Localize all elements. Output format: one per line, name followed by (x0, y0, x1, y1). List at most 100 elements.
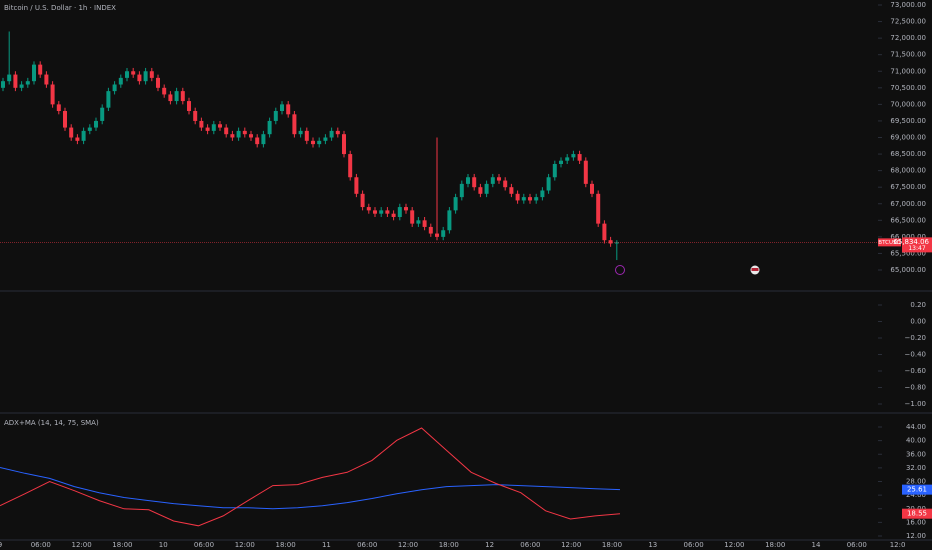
y-tick-label: 0.00 (910, 318, 926, 326)
price-box (902, 237, 932, 253)
candle-body (484, 183, 489, 194)
y-tick-label: 72,500.00 (890, 18, 926, 26)
candle-body (397, 207, 402, 217)
candle-body (267, 120, 272, 135)
x-tick-label: 11 (322, 541, 331, 549)
candle-body (25, 81, 30, 85)
candle-body (335, 130, 340, 135)
symbol-box (878, 238, 901, 247)
y-tick-label: 73,000.00 (890, 1, 926, 9)
candle-body (317, 140, 322, 145)
candle-body (534, 197, 539, 201)
x-tick-label: 06:00 (684, 541, 704, 549)
candle-body (261, 134, 266, 145)
y-tick-label: 24.00 (906, 491, 926, 499)
x-tick-label: 12:00 (724, 541, 744, 549)
value-label: 25.61 (907, 486, 927, 494)
y-tick-label: 69,000.00 (890, 134, 926, 142)
candle-body (143, 71, 148, 82)
candle-body (1, 81, 5, 88)
y-tick-label: 66,000.00 (890, 233, 926, 241)
y-tick-label: 65,500.00 (890, 249, 926, 257)
candle-body (211, 124, 216, 131)
candle-body (497, 177, 501, 181)
candle-body (255, 137, 260, 145)
candle-body (94, 120, 98, 128)
candle-body (13, 74, 18, 88)
y-tick-label: 12.00 (906, 532, 926, 540)
candle-body (137, 74, 142, 82)
y-tick-label: −0.60 (905, 367, 926, 375)
candle-body (348, 154, 353, 178)
y-tick-label: 71,500.00 (890, 51, 926, 59)
y-tick-label: 36.00 (906, 450, 926, 458)
y-tick-label: 40.00 (906, 437, 926, 445)
candle-body (193, 111, 198, 121)
candle-body (118, 77, 123, 85)
candle-body (32, 64, 36, 82)
candle-body (416, 220, 421, 224)
candle-body (478, 187, 483, 194)
candle-body (521, 197, 526, 201)
candle-body (385, 210, 390, 214)
candle-body (453, 197, 458, 211)
candle-body (242, 130, 247, 135)
y-tick-label: 72,000.00 (890, 34, 926, 42)
value-box (902, 484, 932, 495)
candle-body (174, 91, 179, 102)
candle-body (75, 137, 80, 141)
countdown-label: 13:47 (908, 245, 925, 252)
candle-body (19, 84, 24, 88)
candle-body (230, 134, 235, 138)
candle-body (379, 210, 384, 214)
candle-body (63, 111, 67, 128)
candle-body (236, 130, 241, 138)
y-tick-label: 65,000.00 (890, 266, 926, 274)
candle-body (447, 210, 452, 231)
y-tick-label: 68,500.00 (890, 150, 926, 158)
candle-body (441, 230, 446, 237)
candle-body (435, 233, 439, 237)
candle-body (224, 127, 229, 135)
candle-body (590, 183, 594, 194)
candle-body (87, 127, 92, 131)
x-tick-label: 12:00 (398, 541, 418, 549)
y-tick-label: −0.20 (905, 334, 926, 342)
x-tick-label: 06:00 (194, 541, 214, 549)
x-tick-label: 18:00 (765, 541, 785, 549)
candle-body (218, 124, 222, 128)
candle-body (404, 207, 408, 211)
x-tick-label: 18:00 (112, 541, 132, 549)
y-tick-label: −0.40 (905, 351, 926, 359)
candle-body (100, 107, 105, 121)
candle-body (602, 223, 607, 241)
x-tick-label: 9 (0, 541, 2, 549)
y-tick-label: 71,000.00 (890, 67, 926, 75)
x-tick-label: 14 (812, 541, 821, 549)
candle-body (112, 84, 117, 92)
candle-body (156, 77, 160, 88)
candle-body (366, 207, 371, 211)
y-tick-label: −1.00 (905, 400, 926, 408)
x-tick-label: 12 (485, 541, 494, 549)
x-tick-label: 10 (159, 541, 168, 549)
candle-body (559, 160, 563, 164)
candle-body (50, 84, 55, 105)
x-tick-label: 12:0 (890, 541, 906, 549)
candle-body (360, 193, 365, 208)
candle-body (69, 127, 74, 138)
candle-body (199, 120, 204, 128)
candle-body (162, 87, 167, 95)
value-label: 18.55 (907, 510, 927, 518)
x-tick-label: 12:00 (561, 541, 581, 549)
event-icon[interactable] (615, 265, 625, 275)
y-tick-label: −0.80 (905, 384, 926, 392)
candle-body (509, 187, 514, 194)
candle-body (44, 74, 49, 85)
candle-body (56, 104, 61, 111)
y-tick-label: 68,000.00 (890, 167, 926, 175)
y-tick-label: 32.00 (906, 464, 926, 472)
candle-body (280, 104, 284, 111)
candle-body (608, 240, 613, 244)
